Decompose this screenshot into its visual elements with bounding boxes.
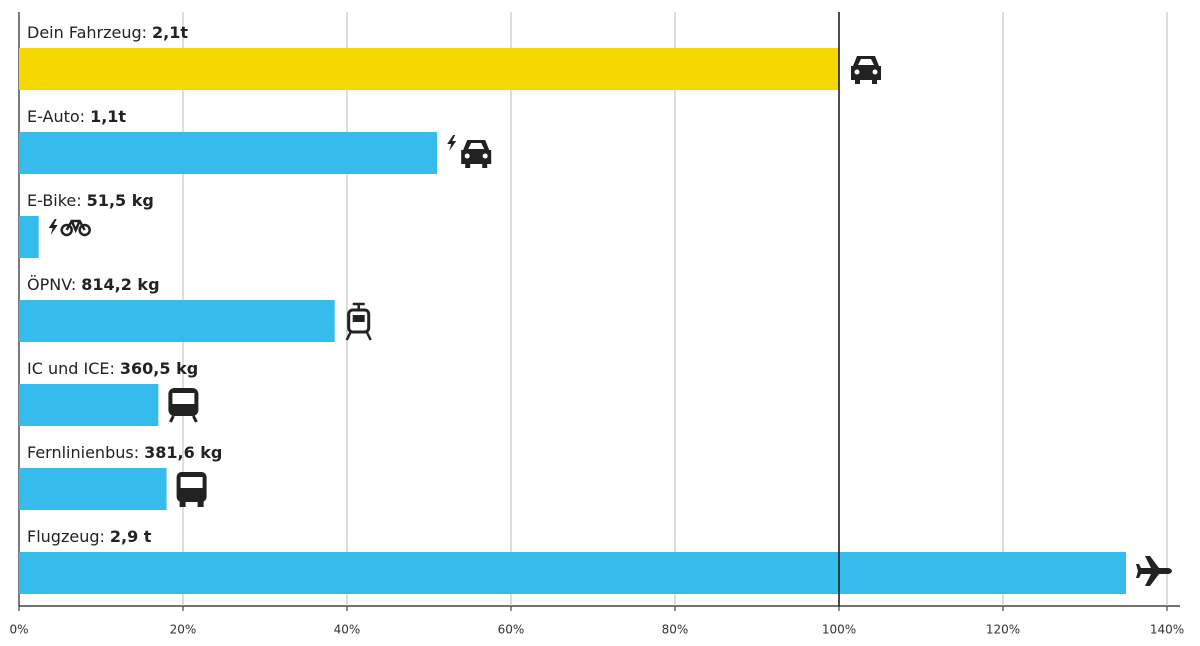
x-tick-label: 140% (1150, 623, 1184, 637)
amount-label: 814,2 kg (81, 275, 159, 294)
icon-plane (1136, 556, 1172, 586)
icon-part (854, 69, 860, 75)
icon (48, 219, 58, 235)
icon-car (851, 56, 881, 84)
x-tick-label: 40% (334, 623, 361, 637)
x-tick-label: 120% (986, 623, 1020, 637)
amount-label: 51,5 kg (87, 191, 154, 210)
bar-label: ÖPNV: 814,2 kg (27, 275, 160, 294)
category-label: E-Auto: (27, 107, 85, 126)
category-label: IC und ICE: (27, 359, 115, 378)
bar (19, 48, 839, 90)
icon-part (60, 223, 73, 237)
icon-part (464, 153, 470, 159)
icon-part (347, 308, 371, 334)
amount-label: 2,9 t (110, 527, 152, 546)
icon (447, 135, 457, 151)
bar (19, 300, 335, 342)
amount-label: 2,1t (152, 23, 188, 42)
category-label: Flugzeug: (27, 527, 105, 546)
icon-part (352, 315, 365, 322)
icon-part (179, 501, 186, 507)
x-tick-label: 60% (498, 623, 525, 637)
bar (19, 216, 39, 258)
icon (60, 219, 91, 237)
amount-label: 1,1t (90, 107, 126, 126)
icon-bolt (48, 219, 58, 235)
category-label: Fernlinienbus: (27, 443, 139, 462)
category-label: Dein Fahrzeug: (27, 23, 147, 42)
bar-label: Flugzeug: 2,9 t (27, 527, 152, 546)
icon-part (180, 477, 203, 488)
x-tick-label: 100% (822, 623, 856, 637)
icon (168, 388, 199, 423)
icon-part (345, 331, 372, 341)
category-label: E-Bike: (27, 191, 82, 210)
icon (345, 302, 372, 341)
bar (19, 132, 438, 174)
category-label: ÖPNV: (27, 275, 76, 294)
icon (1136, 556, 1172, 586)
icon-part (169, 415, 198, 423)
icon-part (872, 69, 878, 75)
bar (19, 384, 159, 426)
bar-label: E-Bike: 51,5 kg (27, 191, 154, 210)
icon (461, 140, 492, 168)
x-tick-label: 0% (9, 623, 28, 637)
amount-label: 360,5 kg (120, 359, 198, 378)
bar (19, 468, 167, 510)
icon (176, 472, 207, 507)
icon (851, 56, 881, 84)
amount-label: 381,6 kg (144, 443, 222, 462)
x-tick-label: 80% (662, 623, 689, 637)
icon-part (65, 219, 86, 234)
bar-label: Dein Fahrzeug: 2,1t (27, 23, 188, 42)
icon-part (482, 153, 488, 159)
icon-bolt (447, 135, 457, 151)
bar (19, 552, 1126, 594)
icon-part (78, 223, 91, 237)
bar-label: E-Auto: 1,1t (27, 107, 126, 126)
icon-part (172, 393, 195, 404)
bar-label: Fernlinienbus: 381,6 kg (27, 443, 222, 462)
x-tick-label: 20% (170, 623, 197, 637)
icon-part (197, 501, 204, 507)
bar-label: IC und ICE: 360,5 kg (27, 359, 198, 378)
icon-car (461, 140, 492, 168)
